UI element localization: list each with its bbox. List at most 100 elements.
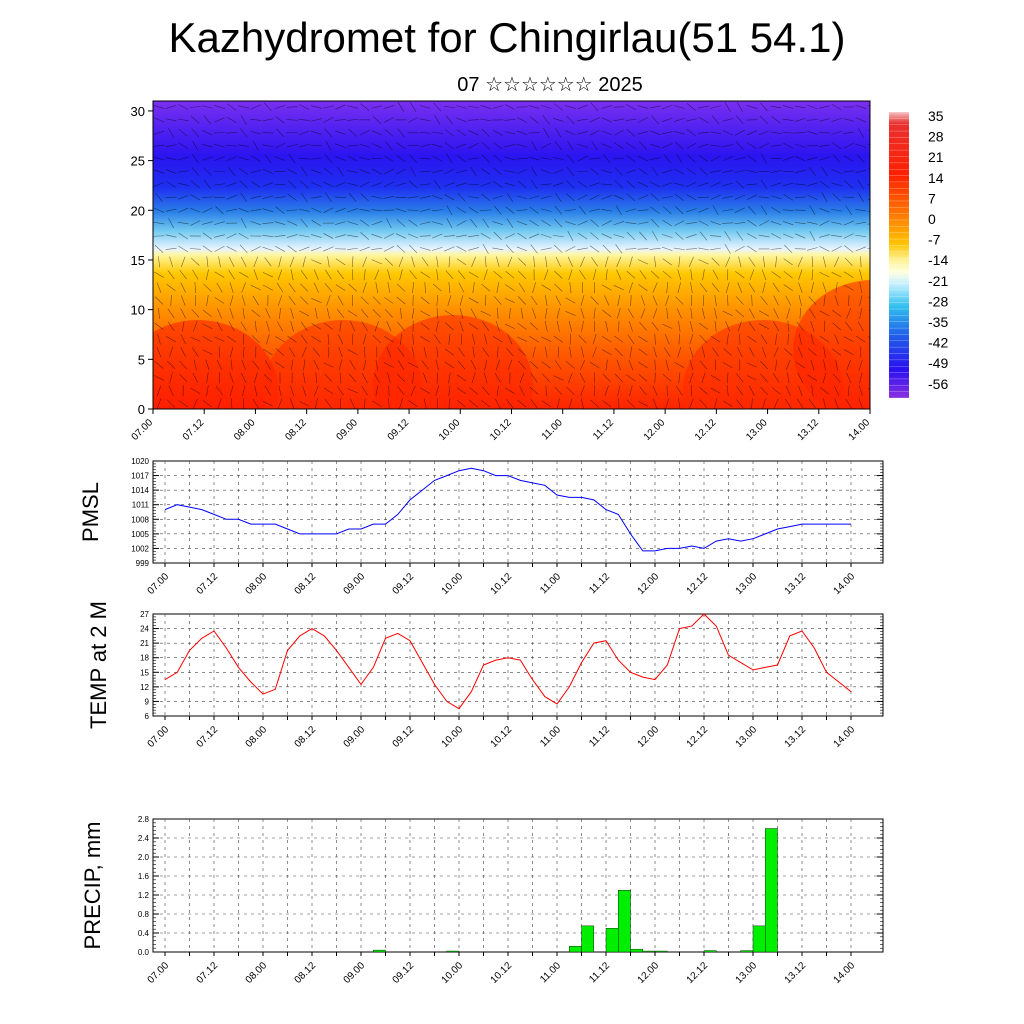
wind-barb — [504, 297, 516, 304]
wind-barb — [736, 102, 743, 112]
wind-barb — [262, 195, 274, 199]
wind-barb — [698, 220, 709, 226]
wind-barb — [626, 154, 636, 163]
x-tick-label: 09.12 — [386, 417, 412, 443]
wind-barb — [482, 347, 490, 357]
wind-barb — [226, 182, 237, 187]
wind-barb — [202, 336, 213, 343]
wind-barb — [589, 182, 600, 187]
wind-barb — [446, 218, 453, 229]
wind-barb — [686, 142, 697, 149]
wind-barb — [760, 102, 768, 112]
wind-barb — [250, 246, 261, 252]
wind-barb — [832, 373, 841, 383]
wind-barb — [516, 246, 528, 252]
wind-barb — [275, 336, 285, 343]
wind-barb — [153, 169, 165, 174]
x-tick-label: 12.00 — [636, 571, 662, 597]
wind-barb — [855, 143, 867, 148]
wind-barb — [177, 182, 189, 186]
wind-barb — [831, 168, 842, 175]
wind-barb — [589, 361, 600, 369]
wind-barb — [760, 179, 768, 190]
wind-barb — [262, 246, 274, 251]
wind-barb — [819, 272, 830, 278]
wind-barb — [158, 256, 160, 268]
wind-barb — [819, 144, 830, 147]
wind-barb — [337, 166, 344, 177]
wind-barb — [372, 309, 381, 318]
wind-barb — [593, 269, 597, 281]
wind-barb — [397, 360, 405, 370]
wind-barb — [661, 246, 673, 251]
wind-barb — [371, 247, 383, 250]
wind-barb — [843, 233, 854, 239]
wind-barb — [782, 221, 794, 226]
wind-barb — [517, 270, 527, 279]
wind-barb — [480, 105, 492, 109]
wind-barb — [710, 144, 722, 147]
wind-barb — [373, 373, 380, 383]
wind-barb — [407, 209, 419, 211]
wind-barb — [374, 321, 379, 332]
wind-barb — [470, 359, 477, 371]
wind-barb — [167, 321, 175, 331]
pmsl-panel: 999 1002 1005 1008 1011 1014 1017 1020 07.00 07.1… — [78, 457, 884, 597]
wind-barb — [806, 221, 818, 225]
wind-barb — [250, 131, 262, 135]
wind-barb — [165, 196, 177, 198]
wind-barb — [263, 102, 272, 112]
wind-barb — [484, 333, 488, 345]
wind-barb — [383, 117, 394, 123]
wind-barb — [798, 269, 803, 281]
wind-barb — [388, 398, 390, 409]
wind-barb — [553, 182, 564, 187]
wind-barb — [383, 233, 394, 239]
wind-barb — [580, 256, 585, 267]
wind-barb — [592, 333, 597, 345]
wind-barb — [699, 167, 708, 176]
wind-barb — [396, 296, 406, 305]
wind-barb — [674, 117, 685, 122]
wind-barb — [226, 208, 238, 212]
wind-barb — [153, 207, 165, 213]
wind-barb — [846, 372, 852, 384]
wind-barb — [747, 219, 757, 227]
wind-barb — [722, 400, 733, 407]
wind-barb — [214, 221, 225, 225]
wind-barb — [158, 307, 160, 319]
wind-barb — [834, 295, 839, 306]
wind-barb — [359, 246, 370, 252]
wind-barb — [347, 144, 359, 147]
wind-barb — [724, 244, 731, 254]
wind-barb — [313, 282, 319, 293]
wind-barb — [690, 269, 693, 281]
wind-barb — [371, 105, 383, 109]
heatmap-panel: 0 5 10 15 20 25 30 07.00 07.12 08.00 08.12 09.00 09.… — [130, 100, 948, 443]
wind-barb — [569, 282, 572, 294]
wind-barb — [798, 333, 802, 345]
wind-barb — [226, 246, 237, 252]
wind-barb — [386, 346, 392, 358]
wind-barb — [371, 182, 383, 187]
wind-barb — [480, 118, 492, 122]
wind-barb — [323, 233, 334, 239]
wind-barb — [577, 118, 588, 121]
wind-barb — [603, 154, 611, 164]
wind-barb — [444, 310, 455, 317]
wind-barb — [867, 210, 870, 212]
wind-barb — [661, 182, 673, 187]
wind-barb — [214, 143, 225, 148]
wind-barb — [787, 372, 790, 384]
wind-barb — [699, 399, 708, 409]
wind-barb — [555, 295, 562, 306]
wind-barb — [191, 128, 200, 138]
wind-barb — [300, 192, 308, 203]
wind-barb — [873, 282, 874, 293]
x-tick-label: 07.12 — [181, 417, 207, 443]
wind-barb — [347, 310, 358, 317]
wind-barb — [811, 256, 814, 268]
wind-barb — [528, 233, 540, 239]
x-tick-label: 11.12 — [591, 417, 616, 442]
wind-barb — [516, 143, 528, 148]
